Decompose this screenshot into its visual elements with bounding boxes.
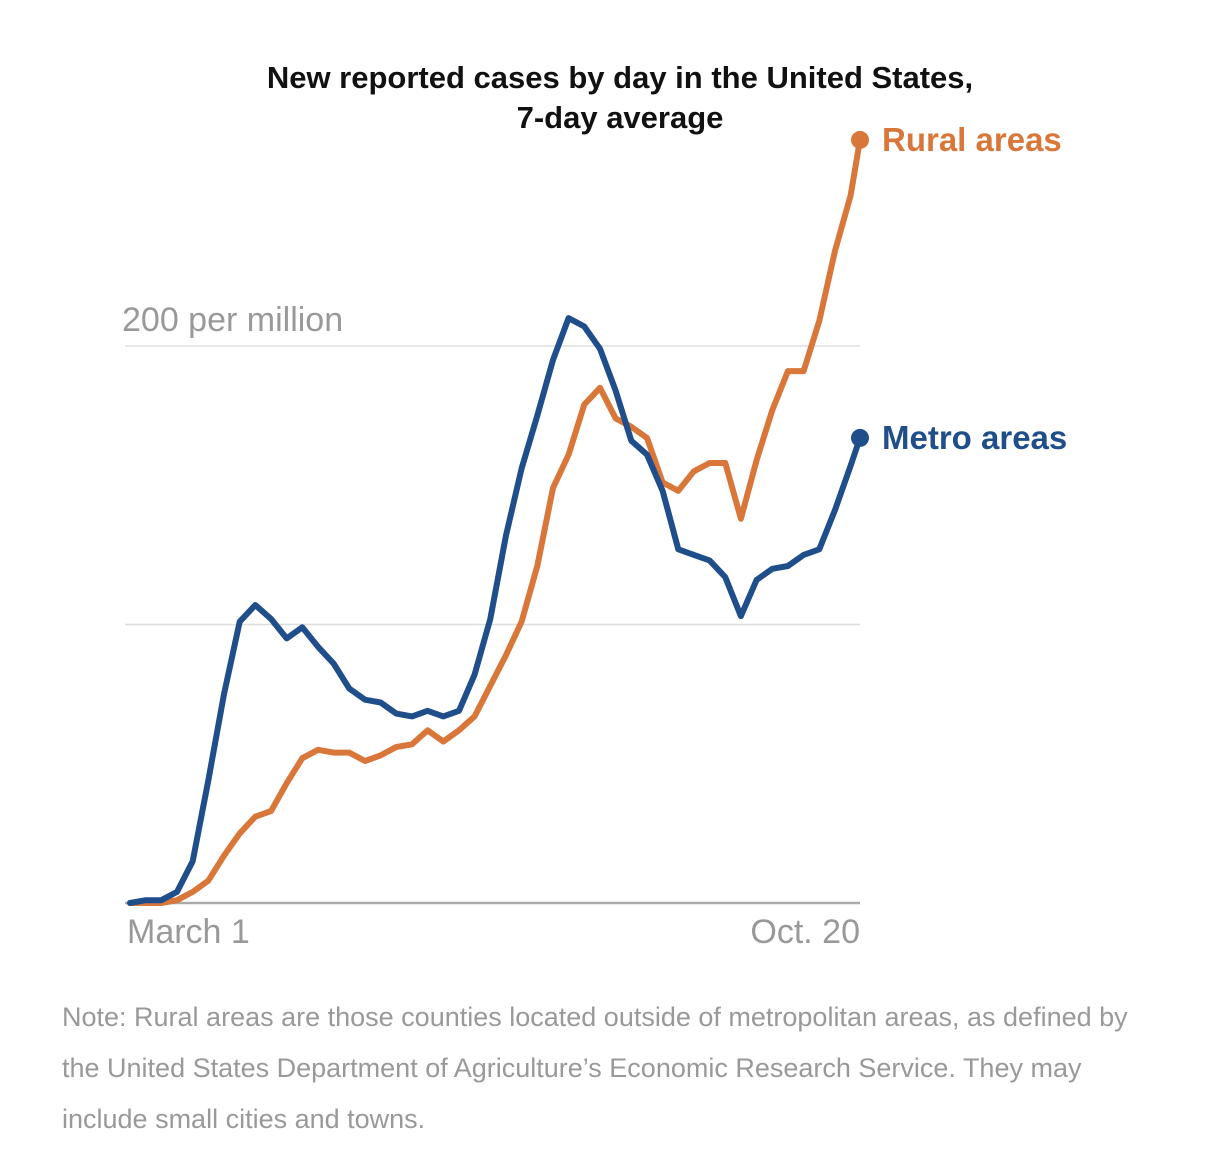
chart-note: Note: Rural areas are those counties loc… bbox=[62, 1002, 1128, 1134]
y-tick-label-200: 200 per million bbox=[122, 301, 343, 339]
series-line-metro-areas bbox=[127, 315, 863, 906]
series-label-metro-areas: Metro areas bbox=[882, 419, 1067, 456]
series-line-rural-areas bbox=[127, 136, 863, 906]
x-tick-label-end: Oct. 20 bbox=[750, 913, 860, 951]
chart-title-line-2: 7-day average bbox=[516, 100, 724, 135]
chart-title-line-1: New reported cases by day in the United … bbox=[266, 60, 974, 95]
series-end-dot-metro-areas bbox=[851, 428, 869, 447]
series-label-rural-areas: Rural areas bbox=[882, 121, 1062, 158]
x-tick-label-start: March 1 bbox=[127, 913, 250, 951]
chart-title: New reported cases by day in the United … bbox=[0, 58, 1224, 138]
series-end-dot-rural-areas bbox=[851, 130, 869, 149]
line-chart: 200 per million March 1 Oct. 20 Rural ar… bbox=[122, 121, 1067, 951]
